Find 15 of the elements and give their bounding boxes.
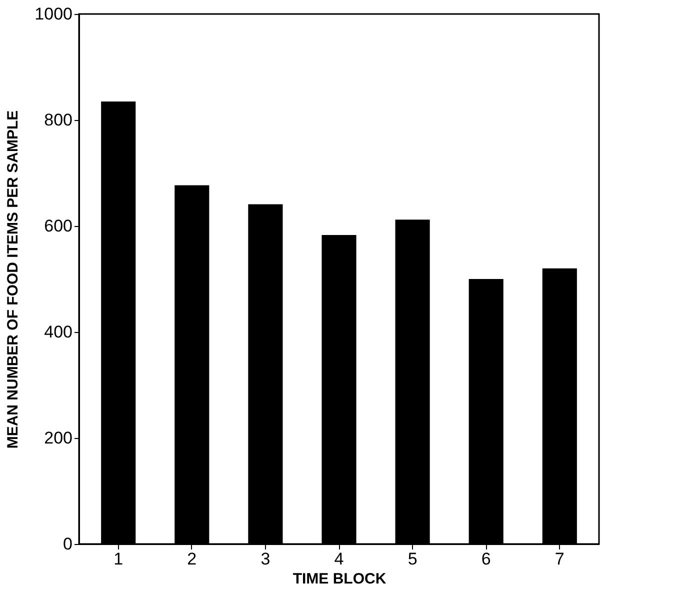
y-tick-label: 0 bbox=[63, 534, 72, 554]
x-tick-label: 7 bbox=[554, 550, 564, 568]
y-axis-title: MEAN NUMBER OF FOOD ITEMS PER SAMPLE bbox=[4, 110, 22, 449]
y-tick-label: 1000 bbox=[34, 4, 72, 24]
y-tick-label: 800 bbox=[44, 110, 72, 130]
x-tick-label: 3 bbox=[260, 550, 270, 568]
y-tick-label: 200 bbox=[44, 428, 72, 448]
y-tick-label: 600 bbox=[44, 216, 72, 236]
x-tick-label: 6 bbox=[481, 550, 491, 568]
x-tick-label: 4 bbox=[334, 550, 344, 568]
x-tick-label: 2 bbox=[187, 550, 197, 568]
x-axis-title: TIME BLOCK bbox=[292, 570, 386, 588]
x-tick-label: 5 bbox=[408, 550, 418, 568]
x-tick-label: 1 bbox=[114, 550, 124, 568]
y-tick-label: 400 bbox=[44, 322, 72, 342]
